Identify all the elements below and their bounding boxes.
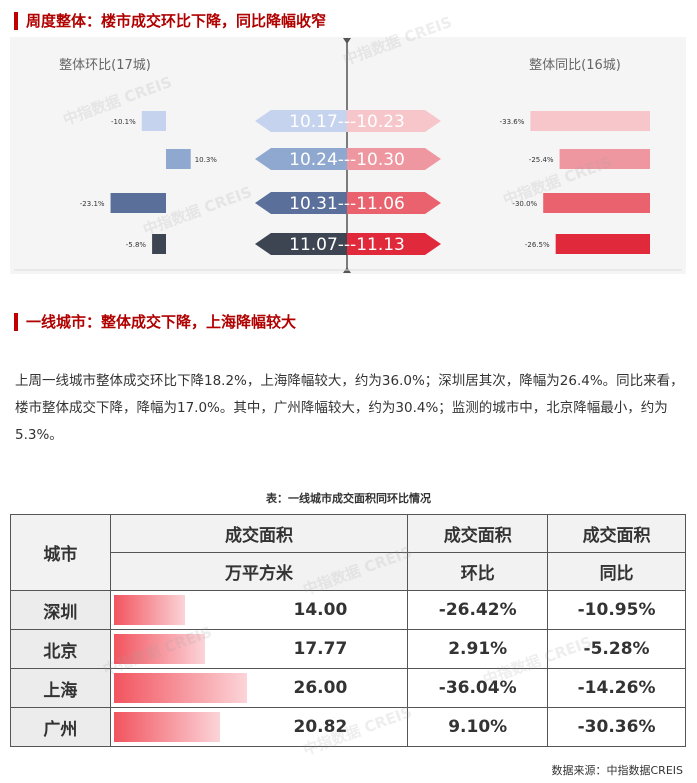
right-bar [555, 234, 650, 254]
arrow-left-half [255, 192, 347, 214]
area-cell: 20.82 [109, 707, 409, 747]
area-cell: 17.77 [109, 629, 409, 669]
table-header-row: 城市 成交面积 成交面积 成交面积 [10, 514, 686, 591]
header-area-2: 万平方米 [109, 552, 409, 591]
section2-title: 一线城市：整体成交下降，上海降幅较大 [26, 313, 297, 331]
area-bar [113, 673, 247, 703]
city-area-table: 城市 成交面积 成交面积 成交面积 万平方米 环比 同比 深圳 14.00 -2… [10, 514, 686, 747]
summary-paragraph: 上周一线城市整体成交环比下降18.2%，上海降幅较大，约为36.0%；深圳居其次… [15, 373, 684, 443]
area-bar [113, 595, 186, 625]
mom-cell: 2.91% [407, 629, 549, 669]
header-mom-2: 环比 [407, 552, 549, 591]
mom-cell: -36.04% [407, 668, 549, 708]
arrow-right-half [347, 148, 441, 170]
mom-cell: 9.10% [407, 707, 549, 747]
date-range-label: 10.24---10.30 [289, 150, 405, 170]
area-cell: 26.00 [109, 668, 409, 708]
left-data-label: -23.1% [80, 200, 105, 208]
right-bar [530, 111, 650, 131]
right-panel-title: 整体同比(16城) [529, 58, 621, 73]
date-range-label: 10.17---10.23 [289, 112, 405, 132]
arrow-left-half [255, 148, 347, 170]
area-value: 26.00 [293, 678, 348, 698]
right-data-label: -26.5% [525, 241, 550, 249]
arrow-left-half [255, 110, 347, 132]
area-value: 14.00 [293, 600, 348, 620]
section-marker [14, 11, 18, 30]
left-bar [110, 193, 166, 213]
data-source: 数据来源：中指数据CREIS [551, 764, 684, 777]
left-bar [152, 234, 166, 254]
left-bar [166, 149, 191, 169]
table-row: 广州 20.82 9.10% -30.36% [10, 707, 686, 747]
date-range-label: 11.07---11.13 [289, 235, 405, 255]
section2-header: 一线城市：整体成交下降，上海降幅较大 [14, 311, 296, 332]
section1-title: 周度整体：楼市成交环比下降，同比降幅收窄 [26, 12, 327, 30]
table-header-row: 万平方米 环比 同比 [11, 552, 686, 591]
city-cell: 上海 [10, 668, 111, 708]
area-cell: 14.00 [109, 590, 409, 630]
section1-header: 周度整体：楼市成交环比下降，同比降幅收窄 [14, 10, 326, 31]
header-city: 城市 [10, 514, 111, 591]
header-yoy-1: 成交面积 [547, 514, 686, 553]
area-bar [113, 712, 221, 742]
left-panel-title: 整体环比(17城) [59, 58, 151, 73]
left-data-label: 10.3% [195, 156, 218, 164]
date-range-label: 10.31---11.06 [289, 194, 405, 214]
section-marker [14, 312, 18, 331]
yoy-cell: -30.36% [547, 707, 686, 747]
right-data-label: -25.4% [529, 156, 554, 164]
area-value: 20.82 [293, 717, 348, 737]
yoy-cell: -14.26% [547, 668, 686, 708]
area-bar [113, 634, 205, 664]
yoy-cell: -10.95% [547, 590, 686, 630]
arrow-right-half [347, 192, 441, 214]
table-row: 深圳 14.00 -26.42% -10.95% [10, 590, 686, 630]
header-mom-1: 成交面积 [407, 514, 549, 553]
right-data-label: -33.6% [500, 118, 525, 126]
left-bar [141, 111, 166, 131]
city-cell: 广州 [10, 707, 111, 747]
left-data-label: -5.8% [126, 241, 147, 249]
weekly-butterfly-chart: 整体环比(17城) 整体同比(16城) -10.1% -33.6% 10.17---10… [10, 37, 686, 274]
city-cell: 北京 [10, 629, 111, 669]
area-value: 17.77 [293, 639, 348, 659]
right-bar [543, 193, 650, 213]
table-row: 北京 17.77 2.91% -5.28% [10, 629, 686, 669]
arrow-right-half [347, 233, 441, 255]
left-data-label: -10.1% [111, 118, 136, 126]
right-data-label: -30.0% [512, 200, 537, 208]
header-area-1: 成交面积 [109, 514, 409, 553]
arrow-right-half [347, 110, 441, 132]
right-bar [559, 149, 650, 169]
yoy-cell: -5.28% [547, 629, 686, 669]
city-cell: 深圳 [10, 590, 111, 630]
header-yoy-2: 同比 [547, 552, 686, 591]
arrow-left-half [255, 233, 347, 255]
axis-arrow-top [343, 38, 351, 44]
table-title: 表：一线城市成交面积同环比情况 [266, 492, 431, 505]
mom-cell: -26.42% [407, 590, 549, 630]
table-row: 上海 26.00 -36.04% -14.26% [10, 668, 686, 708]
